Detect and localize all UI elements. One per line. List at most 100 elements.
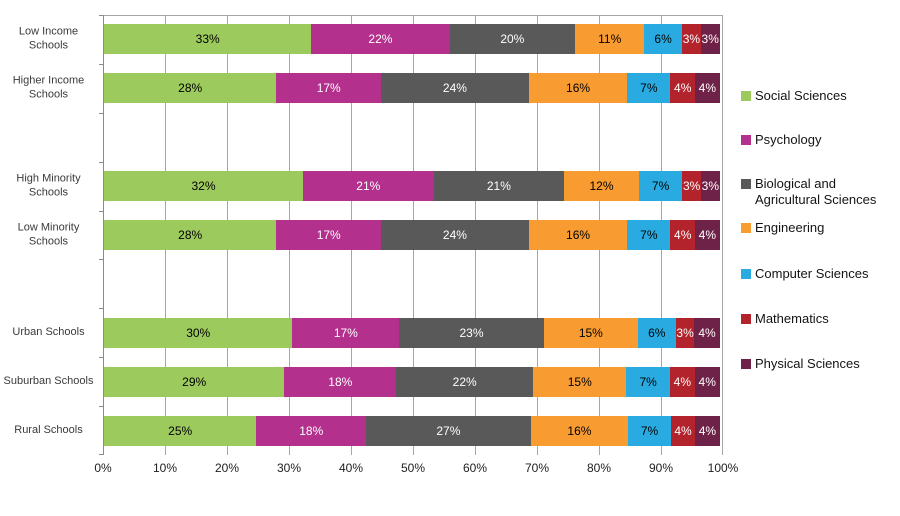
- data-label: 4%: [698, 374, 716, 389]
- data-label: 3%: [701, 179, 719, 194]
- segment-psychology: 17%: [292, 317, 400, 348]
- data-label: 29%: [182, 374, 207, 389]
- y-axis-tick: [99, 162, 103, 163]
- data-label: 4%: [673, 374, 692, 389]
- category-label-urban-schools: Urban Schools: [12, 325, 85, 338]
- bar-rural-schools: 25% 18% 27% 16% 7% 4% 4%: [104, 415, 724, 446]
- data-label: 7%: [651, 179, 670, 194]
- segment-social-sciences: 29%: [104, 366, 285, 397]
- legend-color-swatch-icon: [741, 223, 751, 233]
- data-label: 15%: [578, 325, 603, 340]
- data-label: 4%: [674, 81, 692, 96]
- y-axis-tick: [99, 113, 103, 114]
- segment-computer-sciences: 7%: [638, 171, 683, 202]
- segment-engineering: 16%: [528, 220, 628, 250]
- segment-psychology: 18%: [256, 415, 367, 446]
- category-label-suburban-schools: Suburban Schools: [3, 374, 94, 387]
- segment-mathematics: 4%: [670, 415, 696, 446]
- data-label: 21%: [356, 179, 381, 194]
- data-label: 17%: [316, 81, 341, 96]
- segment-psychology: 21%: [303, 171, 434, 202]
- plot-area: 33% 22% 20% 11% 6% 3% 3% 28% 17% 24% 16% 7% 4% 4% 32% 2…: [99, 15, 724, 455]
- segment-social-sciences: 28%: [104, 73, 277, 104]
- data-label: 23%: [459, 325, 484, 340]
- legend-color-swatch-icon: [741, 269, 751, 279]
- segment-mathematics: 3%: [675, 317, 695, 348]
- legend-label: Engineering: [755, 220, 825, 235]
- legend-color-swatch-icon: [741, 179, 751, 189]
- segment-engineering: 16%: [530, 415, 629, 446]
- legend-label: Physical Sciences: [755, 356, 860, 371]
- data-label: 28%: [178, 228, 203, 242]
- segment-biological-and-agricultural-sciences: 24%: [381, 220, 529, 250]
- x-tick-label: 90%: [648, 461, 674, 475]
- segment-physical-sciences: 3%: [701, 171, 720, 202]
- segment-physical-sciences: 4%: [694, 317, 720, 348]
- bar-high-minority-schools: 32% 21% 21% 12% 7% 3% 3%: [104, 171, 724, 202]
- data-label: 7%: [640, 81, 658, 96]
- y-axis-tick: [99, 454, 103, 455]
- segment-computer-sciences: 7%: [627, 220, 671, 250]
- x-tick-label: 50%: [400, 461, 426, 475]
- legend-item-biological-and-agricultural-sciences: Biological and Agricultural Sciences: [741, 176, 899, 208]
- data-label: 16%: [566, 81, 591, 96]
- bar-low-minority-schools: 28% 17% 24% 16% 7% 4% 4%: [104, 220, 724, 250]
- bar-suburban-schools: 29% 18% 22% 15% 7% 4% 4%: [104, 366, 724, 397]
- value-axis-line: [103, 15, 104, 455]
- data-label: 22%: [452, 374, 477, 389]
- bar-low-income-schools: 33% 22% 20% 11% 6% 3% 3%: [104, 24, 724, 55]
- x-tick-label: 0%: [94, 461, 112, 475]
- legend-label: Psychology: [755, 132, 822, 147]
- legend-color-swatch-icon: [741, 314, 751, 324]
- segment-engineering: 12%: [564, 171, 639, 202]
- legend-item-computer-sciences: Computer Sciences: [741, 266, 868, 282]
- data-label: 3%: [683, 179, 701, 194]
- segment-computer-sciences: 7%: [628, 415, 671, 446]
- category-label-low-income-schools: Low Income Schools: [18, 25, 79, 52]
- segment-physical-sciences: 4%: [695, 415, 720, 446]
- data-label: 15%: [567, 374, 592, 389]
- legend-item-social-sciences: Social Sciences: [741, 88, 847, 104]
- segment-social-sciences: 33%: [104, 24, 312, 55]
- category-label-high-minority-schools: High Minority Schools: [16, 172, 81, 199]
- legend-item-physical-sciences: Physical Sciences: [741, 356, 860, 372]
- x-tick-label: 30%: [276, 461, 302, 475]
- segment-biological-and-agricultural-sciences: 27%: [366, 415, 531, 446]
- segment-physical-sciences: 4%: [694, 366, 720, 397]
- y-axis-tick: [99, 211, 103, 212]
- data-label: 18%: [328, 374, 353, 389]
- y-axis-tick: [99, 357, 103, 358]
- data-label: 6%: [654, 32, 672, 47]
- legend-label: Social Sciences: [755, 88, 847, 103]
- legend-color-swatch-icon: [741, 91, 751, 101]
- segment-mathematics: 4%: [669, 366, 695, 397]
- data-label: 6%: [648, 325, 666, 340]
- x-tick-label: 60%: [462, 461, 488, 475]
- legend-item-engineering: Engineering: [741, 220, 824, 236]
- segment-mathematics: 3%: [681, 24, 701, 55]
- segment-engineering: 15%: [533, 366, 627, 397]
- segment-social-sciences: 30%: [104, 317, 293, 348]
- x-tick-label: 70%: [524, 461, 550, 475]
- segment-computer-sciences: 7%: [627, 73, 671, 104]
- x-tick-label: 100%: [707, 461, 739, 475]
- data-label: 18%: [299, 423, 324, 438]
- data-label: 21%: [486, 179, 511, 194]
- data-label: 4%: [698, 423, 717, 438]
- y-axis-tick: [99, 406, 103, 407]
- segment-computer-sciences: 6%: [637, 317, 676, 348]
- data-label: 30%: [186, 325, 211, 340]
- x-tick-label: 40%: [338, 461, 364, 475]
- legend-label: Computer Sciences: [755, 266, 869, 281]
- data-label: 3%: [682, 32, 701, 47]
- segment-biological-and-agricultural-sciences: 21%: [433, 171, 565, 202]
- data-label: 16%: [567, 423, 592, 438]
- category-label-rural-schools: Rural Schools: [14, 423, 83, 436]
- segment-social-sciences: 32%: [104, 171, 303, 202]
- legend-label: Mathematics: [755, 311, 829, 326]
- segment-biological-and-agricultural-sciences: 24%: [381, 73, 529, 104]
- segment-psychology: 17%: [276, 220, 382, 250]
- data-label: 17%: [316, 228, 341, 242]
- segment-social-sciences: 28%: [104, 220, 277, 250]
